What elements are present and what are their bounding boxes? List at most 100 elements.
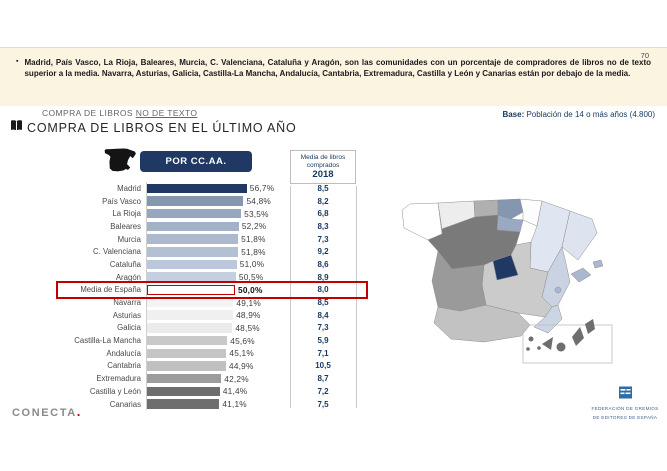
canarias-frame bbox=[522, 324, 613, 364]
conecta-logo-dot: . bbox=[76, 404, 81, 419]
media-column-value: 8,4 bbox=[317, 310, 329, 320]
map-island-gran-canaria bbox=[556, 342, 566, 352]
map-island-hierro bbox=[526, 347, 530, 351]
chart-bar-value: 50,0% bbox=[238, 284, 263, 295]
chart-bar bbox=[147, 323, 233, 333]
chart-bar-value: 56,7% bbox=[249, 183, 275, 194]
chart-bar-value: 51,8% bbox=[241, 234, 266, 245]
map-island-fuerteventura bbox=[572, 327, 584, 346]
chart-row-label: Cataluña bbox=[109, 259, 141, 269]
map-region-andalucia bbox=[433, 304, 531, 343]
por-ccaa-button: POR CC.AA. bbox=[140, 151, 252, 172]
chart-row-label: País Vasco bbox=[102, 196, 141, 206]
media-column-value: 10,5 bbox=[315, 361, 331, 371]
chart-row-label: Andalucía bbox=[106, 348, 141, 358]
chart-row: Madrid 56,7% 8,5 bbox=[28, 182, 364, 195]
book-icon bbox=[10, 119, 23, 137]
chart-row-label: Castilla-La Mancha bbox=[74, 336, 141, 346]
chart-row-label: C. Valenciana bbox=[93, 247, 141, 257]
bullet-icon: ▪ bbox=[16, 58, 19, 65]
map-island-mallorca bbox=[570, 267, 592, 283]
chart-row-label: Media de España bbox=[80, 285, 141, 295]
chart-row: Aragón 50,5% 8,9 bbox=[28, 270, 364, 284]
bullet-text: Madrid, País Vasco, La Rioja, Baleares, … bbox=[24, 58, 651, 79]
fgee-logo: FEDERACIÓN DE GREMIOS DE EDITORES DE ESP… bbox=[585, 386, 665, 422]
fgee-logo-line2: DE EDITORES DE ESPAÑA bbox=[592, 414, 658, 420]
chart-bar-value: 45,1% bbox=[229, 348, 254, 359]
chart-row: Castilla y León 41,4% 7,2 bbox=[28, 385, 364, 398]
chart-bar bbox=[147, 297, 234, 308]
chart-bar-value: 48,5% bbox=[235, 322, 260, 333]
fgee-logo-icon bbox=[618, 386, 633, 404]
table-border-left bbox=[290, 186, 291, 408]
map-region-galicia bbox=[401, 202, 443, 241]
table-border-right bbox=[356, 186, 357, 408]
media-column-value: 8,2 bbox=[317, 196, 329, 206]
chart-row-label: La Rioja bbox=[112, 209, 141, 219]
kicker-underlined: NO DE TEXTO bbox=[135, 108, 198, 118]
base-text: Población de 14 o más años (4.800) bbox=[524, 110, 655, 119]
chart-bar-value: 41,1% bbox=[222, 399, 247, 410]
map-island-la-palma bbox=[528, 336, 534, 342]
chart-bar-area: 42,2% bbox=[146, 372, 290, 385]
media-column-value: 8,5 bbox=[317, 298, 329, 308]
fgee-logo-line1: FEDERACIÓN DE GREMIOS bbox=[591, 406, 659, 411]
media-column-value: 9,2 bbox=[317, 247, 329, 257]
chart-bar bbox=[147, 196, 244, 206]
chart-row: Cantabria 44,9% 10,5 bbox=[28, 359, 364, 373]
media-column-value: 6,8 bbox=[317, 209, 329, 219]
chart-row-label: Navarra bbox=[113, 298, 141, 308]
chart-bar-area: 51,8% bbox=[146, 245, 290, 259]
map-island-menorca bbox=[592, 259, 604, 269]
map-island-lanzarote bbox=[585, 319, 595, 334]
chart-bar-value: 45,6% bbox=[230, 335, 255, 346]
chart-bar-area: 44,9% bbox=[146, 359, 290, 373]
chart-row-label: Aragón bbox=[115, 272, 141, 282]
chart-row: Cataluña 51,0% 8,6 bbox=[28, 258, 364, 271]
chart-row: C. Valenciana 51,8% 9,2 bbox=[28, 245, 364, 259]
page-number: 70 bbox=[640, 51, 649, 60]
spain-choropleth-map bbox=[388, 178, 660, 373]
chart-bar-area: 56,7% bbox=[146, 182, 290, 195]
chart-row: La Rioja 53,5% 6,8 bbox=[28, 207, 364, 221]
chart-bar bbox=[147, 272, 236, 282]
conecta-logo-text: CONECTA bbox=[12, 407, 77, 419]
map-region-cantabria bbox=[473, 199, 499, 218]
chart-bar-area: 50,5% bbox=[146, 270, 290, 284]
chart-row-label: Cantabria bbox=[107, 361, 141, 371]
media-column-value: 7,1 bbox=[317, 348, 329, 358]
column-header-line1: Media de libros bbox=[300, 153, 346, 161]
chart-bar bbox=[147, 183, 247, 194]
summary-band: 70 ▪ Madrid, País Vasco, La Rioja, Balea… bbox=[0, 47, 667, 106]
chart-bar-value: 52,2% bbox=[241, 221, 267, 232]
chart-bar-area: 53,5% bbox=[146, 207, 290, 221]
chart-bar bbox=[147, 259, 237, 270]
map-region-madrid bbox=[492, 254, 519, 281]
map-island-ibiza bbox=[554, 286, 562, 294]
media-column-value: 7,5 bbox=[317, 399, 329, 409]
base-label: Base: bbox=[502, 110, 525, 119]
column-header-line2: comprados bbox=[306, 161, 340, 169]
chart-bar bbox=[147, 373, 222, 384]
chart-row: Andalucía 45,1% 7,1 bbox=[28, 346, 364, 360]
media-column-value: 7,2 bbox=[317, 386, 329, 396]
chart-bar-area: 48,5% bbox=[146, 321, 290, 335]
kicker-text: COMPRA DE LIBROS bbox=[42, 108, 136, 118]
chart-bar-value: 49,1% bbox=[236, 297, 261, 308]
chart-row-label: Madrid bbox=[117, 183, 141, 193]
chart-bar-value: 50,5% bbox=[238, 272, 264, 283]
chart-bar-value: 51,0% bbox=[239, 259, 265, 270]
chart-row: Extremadura 42,2% 8,7 bbox=[28, 372, 364, 385]
column-header-year: 2018 bbox=[312, 169, 334, 181]
column-header: Media de libros comprados 2018 bbox=[290, 150, 356, 184]
chart-bar bbox=[147, 386, 220, 397]
chart-bar-area: 41,4% bbox=[146, 385, 290, 398]
title-row: COMPRA DE LIBROS EN EL ÚLTIMO AÑO bbox=[10, 119, 297, 137]
chart-bar bbox=[147, 247, 239, 257]
media-column-value: 8,7 bbox=[317, 374, 329, 384]
media-column-value: 8,3 bbox=[317, 221, 329, 231]
chart-row-label: Canarias bbox=[109, 399, 141, 409]
chart-row-label: Castilla y León bbox=[89, 386, 141, 396]
chart-bar-area: 54,8% bbox=[146, 194, 290, 208]
chart-bar-value: 42,2% bbox=[224, 373, 249, 384]
